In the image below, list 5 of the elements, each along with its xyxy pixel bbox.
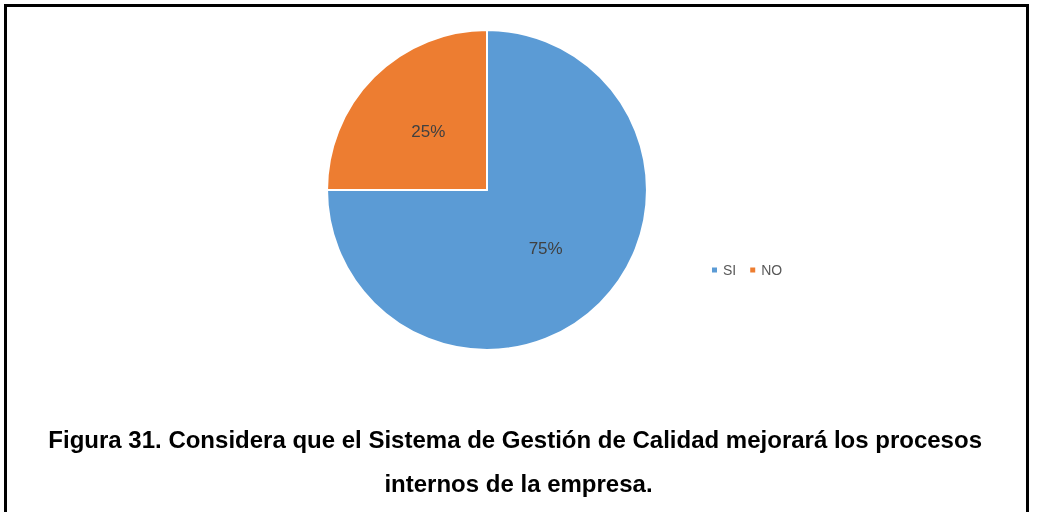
data-label: 75%: [528, 239, 563, 259]
legend-label: SI: [723, 262, 737, 278]
legend-label: NO: [761, 262, 783, 278]
data-label: 25%: [411, 121, 446, 141]
text: Figura 31. Considera que el Sistema de Gestión de Calidad mejorará los procesos internos de la empresa.: [48, 425, 989, 497]
